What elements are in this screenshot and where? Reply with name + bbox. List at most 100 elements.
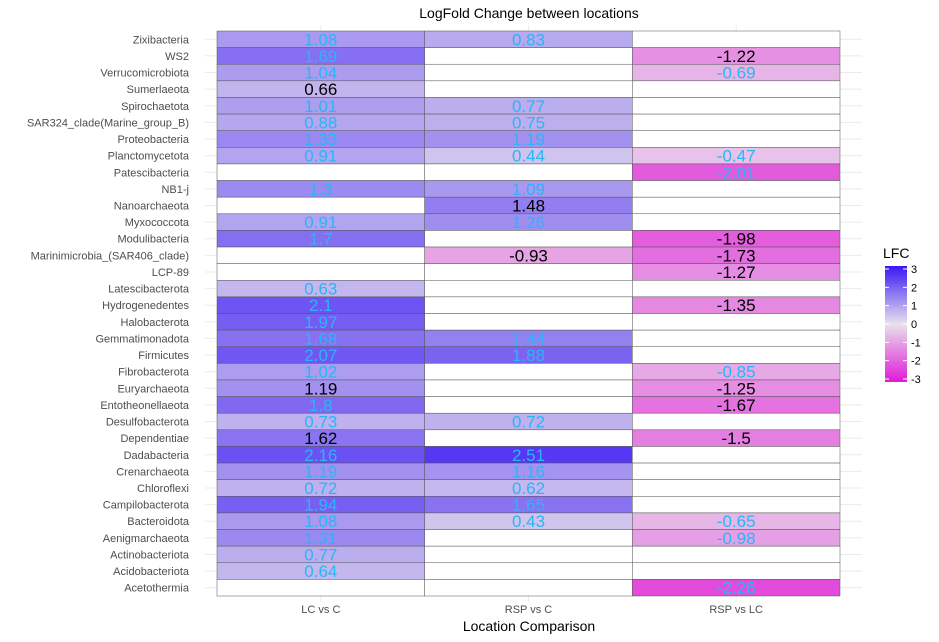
row-labels: Zixibacteria WS2 Verrucomicrobiota Sumerlae…: [27, 34, 190, 594]
legend-tick-label: 2: [911, 282, 917, 294]
column-tick-label: RSP vs C: [505, 604, 553, 616]
cell-value-label: 1.08: [304, 512, 337, 531]
cell-value-label: 0.83: [512, 30, 545, 49]
row-tick-label: Marinimicrobia_(SAR406_clade): [31, 250, 189, 262]
cell-value-label: 1.02: [304, 363, 337, 382]
column-labels: LC vs C RSP vs C RSP vs LC: [301, 604, 763, 616]
heatmap-cell: [424, 429, 633, 447]
heatmap-cell: [216, 246, 425, 264]
cell-value-label: -2.26: [717, 579, 756, 598]
cell-value-label: -0.98: [717, 529, 756, 548]
legend-tick-label: 0: [911, 319, 917, 331]
cell-value-label: 0.77: [304, 545, 337, 564]
cell-value-label: 1.68: [304, 329, 337, 348]
heatmap-cell: [424, 545, 633, 564]
legend-ticks: 3 2 1 0 -1 -2 -3: [885, 264, 921, 386]
heatmap-cell: [632, 280, 841, 298]
heatmap-cell: [632, 80, 841, 98]
column-tick-label: LC vs C: [301, 604, 340, 616]
cell-value-label: -0.65: [717, 512, 756, 531]
legend-colorbar: [885, 266, 907, 382]
cell-value-label: 1.19: [304, 379, 337, 398]
cell-value-label: -1.73: [717, 246, 756, 265]
cell-value-label: 1.16: [512, 462, 545, 481]
cell-value-label: -1.5: [722, 429, 751, 448]
column-tick-label: RSP vs LC: [709, 604, 763, 616]
row-tick-label: NB1-j: [161, 184, 189, 196]
heatmap-cell: [632, 496, 841, 514]
row-tick-label: Dadabacteria: [124, 450, 190, 462]
cell-value-label: 1.19: [512, 130, 545, 149]
cell-value-label: 1.31: [304, 529, 337, 548]
heatmap-cells: [216, 30, 841, 597]
cell-value-label: 0.91: [304, 213, 337, 232]
heatmap-cell: [632, 446, 841, 464]
heatmap-cell: [424, 47, 633, 65]
chart-title: LogFold Change between locations: [419, 5, 639, 21]
legend-tick-label: 3: [911, 264, 917, 276]
cell-value-label: 0.72: [512, 413, 545, 432]
cell-value-label: 2.07: [304, 346, 337, 365]
heatmap-cell: [216, 263, 425, 281]
row-tick-label: Entotheonellaeota: [100, 400, 190, 412]
row-tick-label: Planctomycetota: [108, 151, 190, 163]
heatmap-cell: [632, 313, 841, 331]
heatmap-cell: [424, 379, 633, 397]
cell-value-label: 1.26: [512, 213, 545, 232]
heatmap-cell: [424, 562, 633, 580]
cell-value-label: 0.43: [512, 512, 545, 531]
cell-labels: 1.08 0.831.69 -1.221.04 -0.690.661.01 0.770.…: [304, 30, 755, 597]
heatmap-cell: [424, 80, 633, 98]
row-tick-label: Halobacterota: [121, 317, 190, 329]
row-tick-label: Campilobacterota: [103, 500, 190, 512]
row-tick-label: Hydrogenedentes: [102, 300, 189, 312]
cell-value-label: 2.1: [309, 296, 333, 315]
heatmap-cell: [632, 97, 841, 115]
cell-value-label: -1.35: [717, 296, 756, 315]
heatmap-cell: [632, 130, 841, 148]
cell-value-label: -1.27: [717, 263, 756, 282]
legend-tick-label: -3: [911, 374, 921, 386]
row-tick-label: Modulibacteria: [117, 234, 189, 246]
heatmap-cell: [632, 30, 841, 48]
cell-value-label: 1.3: [309, 180, 333, 199]
row-tick-label: LCP-89: [152, 267, 189, 279]
heatmap-cell: [632, 412, 841, 431]
row-tick-label: Proteobacteria: [117, 134, 189, 146]
heatmap-cell: [424, 396, 633, 414]
row-tick-label: Actinobacteriota: [110, 549, 190, 561]
cell-value-label: 0.88: [304, 113, 337, 132]
heatmap-cell: [424, 263, 633, 281]
cell-value-label: 1.97: [304, 313, 337, 332]
row-tick-label: Gemmatimonadota: [95, 333, 189, 345]
cell-value-label: 0.77: [512, 97, 545, 116]
cell-value-label: 1.69: [304, 47, 337, 66]
row-tick-label: Latescibacterota: [108, 284, 190, 296]
row-tick-label: Firmicutes: [138, 350, 189, 362]
heatmap-cell: [424, 579, 633, 597]
x-axis-title: Location Comparison: [463, 618, 595, 634]
row-tick-label: WS2: [165, 51, 189, 63]
heatmap-cell: [632, 462, 841, 480]
row-tick-label: Crenarchaeota: [116, 466, 190, 478]
cell-value-label: 2.51: [512, 446, 545, 465]
cell-value-label: 1.33: [304, 130, 337, 149]
heatmap-cell: [632, 579, 841, 597]
row-tick-label: Fibrobacterota: [118, 367, 190, 379]
cell-value-label: 1.01: [304, 97, 337, 116]
row-tick-label: Spirochaetota: [121, 101, 190, 113]
row-tick-label: Desulfobacterota: [106, 417, 190, 429]
cell-value-label: 0.44: [512, 147, 545, 166]
cell-value-label: 1.04: [304, 64, 337, 83]
row-tick-label: Patescibacteria: [114, 167, 190, 179]
cell-value-label: -1.67: [717, 396, 756, 415]
cell-value-label: -1.98: [717, 230, 756, 249]
row-tick-label: Verrucomicrobiota: [100, 68, 190, 80]
heatmap-cell: [632, 213, 841, 231]
cell-value-label: 1.7: [309, 230, 333, 249]
heatmap-cell: [632, 562, 841, 580]
row-tick-label: SAR324_clade(Marine_group_B): [27, 117, 189, 129]
heatmap-cell: [424, 230, 633, 248]
heatmap-cell: [216, 163, 425, 181]
